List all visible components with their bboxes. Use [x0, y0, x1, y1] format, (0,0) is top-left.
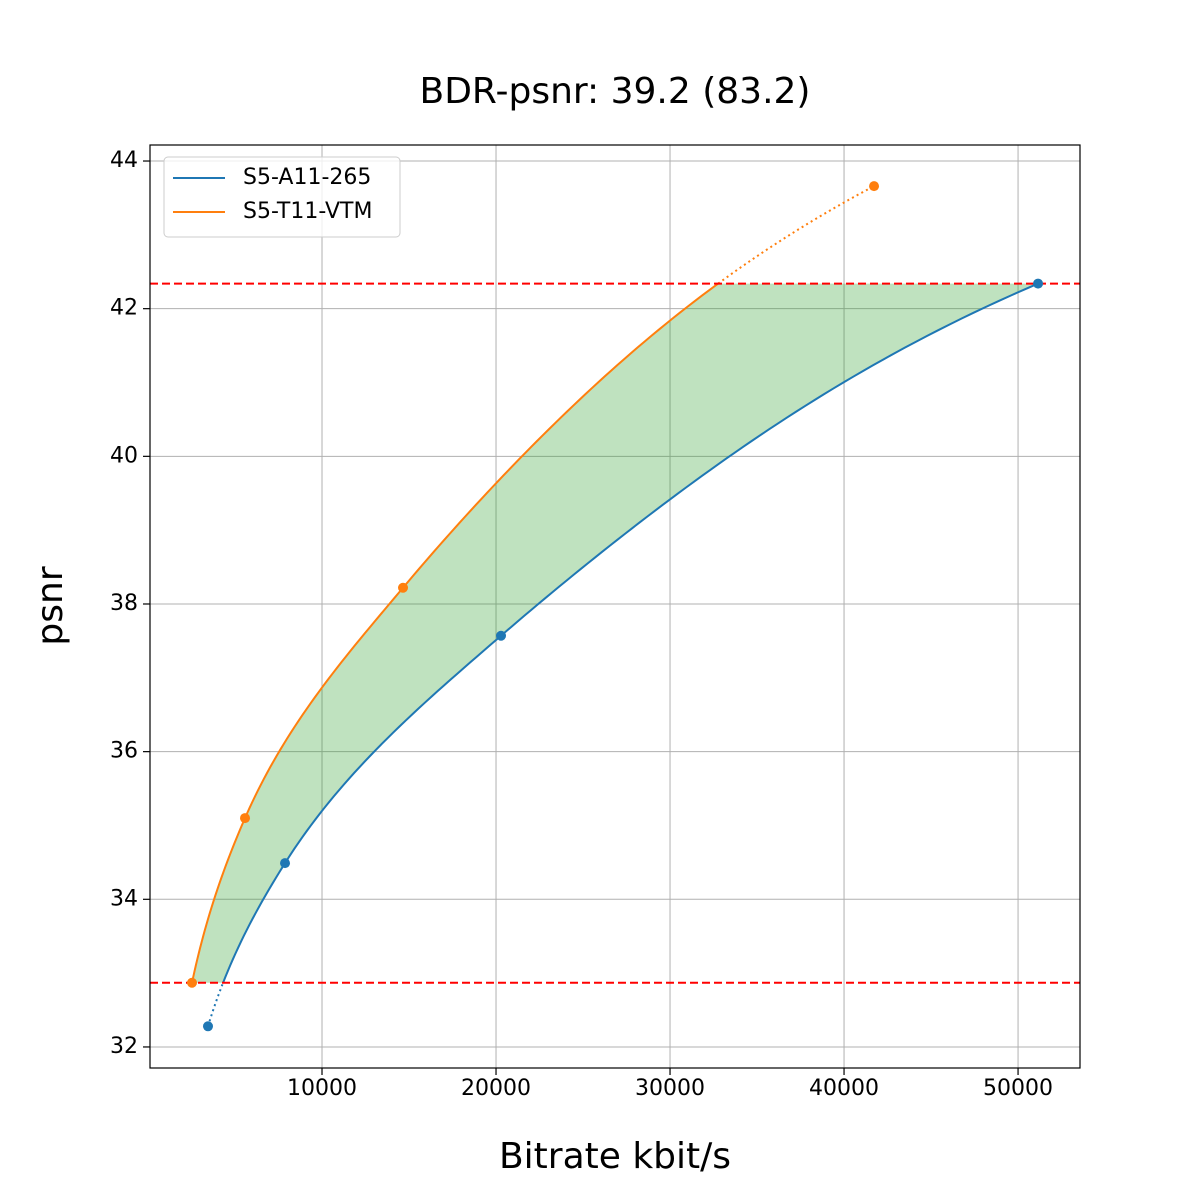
- data-point: [1033, 278, 1044, 289]
- y-tick-label: 32: [110, 1034, 138, 1059]
- y-tick-label: 38: [110, 591, 138, 616]
- legend-label: S5-A11-265: [243, 165, 371, 190]
- data-point: [496, 630, 507, 641]
- legend-label: S5-T11-VTM: [243, 199, 372, 224]
- curve: [191, 282, 719, 983]
- chart-title: BDR-psnr: 39.2 (83.2): [420, 71, 811, 112]
- data-point: [240, 813, 251, 824]
- x-axis-label: Bitrate kbit/s: [499, 1136, 731, 1177]
- data-point: [202, 1021, 213, 1032]
- x-tick-label: 30000: [635, 1076, 705, 1101]
- x-tick-label: 40000: [809, 1076, 879, 1101]
- extrapolated-curve: [717, 185, 875, 285]
- extrapolated-curve: [207, 982, 225, 1027]
- y-tick-label: 40: [110, 443, 138, 468]
- plot-frame: [149, 144, 1081, 1069]
- y-tick-label: 34: [110, 886, 138, 911]
- y-axis-label: psnr: [30, 566, 71, 645]
- y-tick-label: 42: [110, 296, 138, 321]
- data-point: [398, 582, 409, 593]
- y-tick-label: 36: [110, 739, 138, 764]
- x-tick-label: 10000: [287, 1076, 357, 1101]
- data-point: [187, 977, 198, 988]
- difference-area: [192, 283, 1039, 983]
- data-point: [280, 858, 291, 869]
- x-tick-label: 50000: [983, 1076, 1053, 1101]
- data-point: [869, 181, 880, 192]
- x-tick-label: 20000: [461, 1076, 531, 1101]
- y-tick-label: 44: [110, 148, 138, 173]
